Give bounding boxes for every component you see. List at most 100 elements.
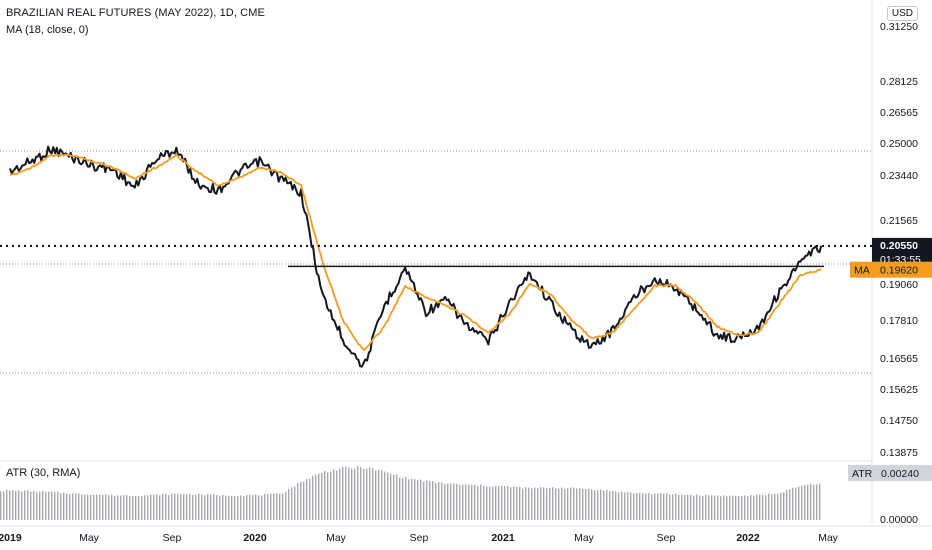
ma-series-line[interactable] [9, 153, 822, 352]
atr-bar [420, 479, 422, 520]
atr-bar [405, 476, 407, 520]
atr-bar [408, 479, 410, 520]
atr-bar [396, 474, 398, 520]
atr-bar [711, 495, 713, 520]
atr-bar [360, 466, 362, 520]
atr-bar [156, 494, 158, 520]
atr-bar [438, 482, 440, 520]
atr-bar [120, 495, 122, 520]
atr-bar [186, 494, 188, 520]
atr-bar [522, 488, 524, 520]
atr-bar [285, 491, 287, 520]
atr-bar [483, 485, 485, 520]
atr-bar [693, 495, 695, 520]
atr-bar [609, 491, 611, 520]
atr-bar [747, 496, 749, 520]
atr-bar [597, 490, 599, 520]
atr-bar [315, 474, 317, 520]
atr-bar [246, 495, 248, 520]
atr-bar [411, 478, 413, 520]
atr-bar [639, 492, 641, 520]
atr-bar [399, 477, 401, 520]
atr-bar [75, 493, 77, 520]
atr-bar [783, 492, 785, 520]
atr-bar [3, 491, 5, 520]
atr-bar [537, 488, 539, 520]
atr-bar [348, 467, 350, 520]
atr-bar [51, 491, 53, 520]
atr-bar [387, 472, 389, 520]
atr-bar [564, 488, 566, 520]
atr-bar [165, 493, 167, 520]
atr-bar [234, 496, 236, 520]
atr-bar [441, 482, 443, 520]
currency-badge[interactable]: USD [886, 6, 918, 21]
atr-bar [507, 486, 509, 520]
atr-bar [126, 495, 128, 520]
atr-bar [306, 478, 308, 520]
y-tick-label: 0.23440 [880, 170, 918, 182]
atr-bar [474, 485, 476, 520]
atr-bar [390, 473, 392, 520]
x-tick-label: May [818, 532, 839, 544]
atr-bar [324, 470, 326, 520]
atr-bar [402, 478, 404, 520]
atr-bar [480, 484, 482, 520]
atr-bar [486, 486, 488, 520]
atr-bar [42, 491, 44, 520]
atr-bar [516, 486, 518, 520]
atr-bar [36, 492, 38, 520]
y-tick-label: 0.28125 [880, 76, 918, 88]
x-axis[interactable]: 2019 May Sep 2020 May Sep 2021 May Sep 2022 May [0, 532, 839, 544]
atr-legend[interactable]: ATR (30, RMA) [6, 467, 81, 479]
atr-bar [375, 470, 377, 520]
atr-bar [720, 496, 722, 520]
atr-bar [144, 495, 146, 520]
atr-bar [177, 493, 179, 520]
atr-bar [462, 484, 464, 520]
atr-bar [18, 490, 20, 520]
atr-bar [465, 484, 467, 520]
atr-bar [657, 493, 659, 520]
atr-bar [804, 484, 806, 520]
atr-bar [588, 488, 590, 520]
atr-bar [357, 466, 359, 520]
atr-bar [729, 495, 731, 520]
atr-bar [99, 494, 101, 520]
atr-bar [210, 494, 212, 520]
price-series-line[interactable] [9, 145, 823, 368]
atr-bar [573, 487, 575, 520]
y-axis[interactable]: 0.31250 0.28125 0.26565 0.25000 0.23440 0.215… [880, 21, 918, 459]
atr-bar [531, 488, 533, 520]
atr-bar [645, 493, 647, 520]
x-tick-label: May [326, 532, 347, 544]
atr-bar [513, 486, 515, 520]
atr-bar [57, 491, 59, 520]
atr-bar [801, 485, 803, 520]
atr-bar [534, 487, 536, 520]
atr-bar [780, 492, 782, 520]
atr-bar [696, 494, 698, 520]
atr-bar [459, 484, 461, 520]
ma-tag-label: MA [854, 265, 870, 277]
atr-bar [651, 494, 653, 520]
atr-bar [264, 493, 266, 520]
atr-bar [255, 494, 257, 520]
y-tick-label: 0.17810 [880, 315, 918, 327]
atr-bar [777, 493, 779, 520]
atr-bar [372, 468, 374, 520]
y-tick-label: 0.15625 [880, 384, 918, 396]
atr-bar [108, 495, 110, 520]
atr-bar [699, 495, 701, 520]
atr-bar [243, 496, 245, 520]
x-tick-label: 2020 [243, 532, 267, 544]
y-tick-label: 0.31250 [880, 21, 918, 33]
atr-bar [423, 481, 425, 520]
atr-bar [468, 484, 470, 520]
ma-legend[interactable]: MA (18, close, 0) [6, 24, 89, 36]
atr-bar [132, 495, 134, 520]
atr-bar [810, 483, 812, 520]
atr-bar [84, 494, 86, 520]
atr-bar [321, 473, 323, 520]
